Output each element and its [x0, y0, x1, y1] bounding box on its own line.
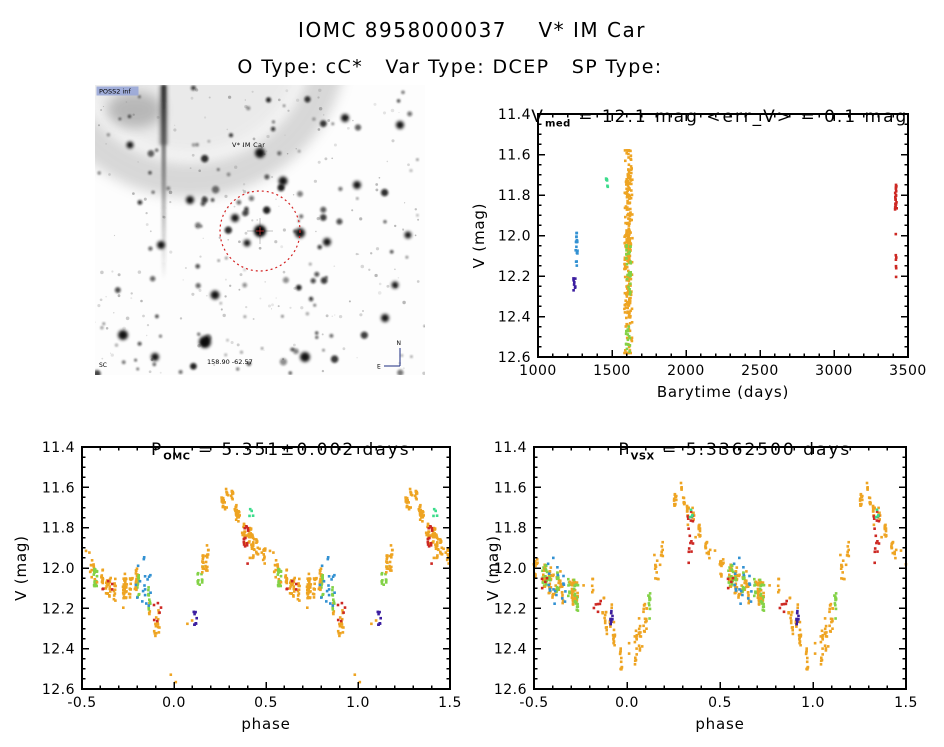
svg-text:11.8: 11.8: [42, 521, 75, 537]
svg-text:1.5: 1.5: [894, 695, 918, 711]
svg-text:11.4: 11.4: [42, 440, 75, 456]
omc-phase-folded-chart: -0.5 0.0 0.5 1.0 1.5 11.4 11.6 11.8 12.0 12.2 12.4…: [0, 415, 472, 747]
svg-text:12.6: 12.6: [494, 682, 527, 698]
svg-text:12.2: 12.2: [494, 601, 527, 617]
survey-badge: POSS2 inf: [96, 86, 139, 96]
svg-text:1.0: 1.0: [346, 695, 370, 711]
barytime-chart-title: Vmed = 12.1 mag <err_V> = 0.1 mag: [465, 87, 944, 149]
svg-text:V (mag): V (mag): [484, 535, 502, 601]
svg-text:-0.5: -0.5: [519, 695, 548, 711]
compass-east-label: E: [377, 364, 381, 371]
finder-chart: V* IM Car POSS2 inf 158.90 -62.57 SC N E: [32, 0, 427, 378]
coordinates-label: 158.90 -62.57: [207, 358, 253, 366]
svg-text:1000: 1000: [519, 363, 557, 379]
title-rest: = 12.1 mag <err_V> = 0.1 mag: [570, 107, 909, 127]
svg-text:12.0: 12.0: [42, 561, 75, 577]
svg-text:0.5: 0.5: [254, 695, 278, 711]
svg-text:1500: 1500: [593, 363, 631, 379]
title-rest: = 5.351±0.002 days: [190, 440, 411, 460]
compass: N E: [377, 340, 401, 371]
svg-text:2000: 2000: [667, 363, 705, 379]
survey-badge-label: POSS2 inf: [99, 88, 131, 96]
diffraction-trail: [159, 85, 168, 280]
svg-text:12.2: 12.2: [498, 269, 531, 285]
svg-text:1.0: 1.0: [801, 695, 825, 711]
svg-text:-0.5: -0.5: [67, 695, 96, 711]
svg-text:2500: 2500: [741, 363, 779, 379]
svg-text:12.6: 12.6: [42, 682, 75, 698]
svg-text:3000: 3000: [815, 363, 853, 379]
finder-chart-image: V* IM Car POSS2 inf 158.90 -62.57 SC N E: [32, 0, 427, 378]
svg-text:11.6: 11.6: [498, 148, 531, 164]
compass-north-label: N: [397, 340, 402, 347]
svg-text:12.0: 12.0: [494, 561, 527, 577]
svg-text:0.0: 0.0: [162, 695, 186, 711]
svg-text:12.6: 12.6: [498, 350, 531, 366]
svg-text:phase: phase: [695, 715, 744, 733]
barytime-lightcurve-chart: 1000 1500 2000 2500 3000 3500 11.4 11.6 11.8 12.0…: [460, 85, 944, 415]
svg-text:1.5: 1.5: [438, 695, 462, 711]
svg-text:Barytime (days): Barytime (days): [657, 383, 789, 401]
svg-text:11.4: 11.4: [498, 107, 531, 123]
star-field: [93, 85, 427, 378]
target-label: V* IM Car: [232, 141, 265, 149]
corner-label: SC: [99, 362, 107, 369]
vsx-period-chart-title: PVSX = 5.3362500 days: [534, 420, 906, 482]
svg-text:11.6: 11.6: [494, 480, 527, 496]
target-star: [247, 218, 273, 244]
vsx-phase-folded-chart: -0.5 0.0 0.5 1.0 1.5 11.4 11.6 11.8 12.0 12.2 12.4…: [472, 415, 944, 747]
svg-text:12.4: 12.4: [494, 642, 527, 658]
svg-text:12.0: 12.0: [498, 229, 531, 245]
title-sub: VSX: [630, 451, 655, 463]
title-sub: med: [544, 118, 571, 130]
svg-text:12.4: 12.4: [42, 642, 75, 658]
title-rest: = 5.3362500 days: [654, 440, 852, 460]
svg-text:V (mag): V (mag): [12, 535, 30, 601]
title-sub: OMC: [163, 451, 191, 463]
svg-text:phase: phase: [241, 715, 290, 733]
page-title: IOMC 8958000037 V* IM Car: [298, 18, 646, 42]
svg-text:11.8: 11.8: [494, 521, 527, 537]
page-subtitle: O Type: cC* Var Type: DCEP SP Type:: [237, 56, 663, 78]
svg-text:0.5: 0.5: [708, 695, 732, 711]
svg-text:V (mag): V (mag): [470, 203, 488, 269]
svg-text:11.6: 11.6: [42, 480, 75, 496]
svg-text:11.8: 11.8: [498, 188, 531, 204]
target-circle: [219, 190, 301, 272]
svg-text:0.0: 0.0: [615, 695, 639, 711]
title-pre: P: [618, 440, 631, 460]
svg-text:12.4: 12.4: [498, 310, 531, 326]
svg-text:3500: 3500: [889, 363, 927, 379]
svg-text:12.2: 12.2: [42, 601, 75, 617]
svg-text:11.4: 11.4: [494, 440, 527, 456]
omc-period-chart-title: POMC = 5.351±0.002 days: [82, 420, 450, 482]
